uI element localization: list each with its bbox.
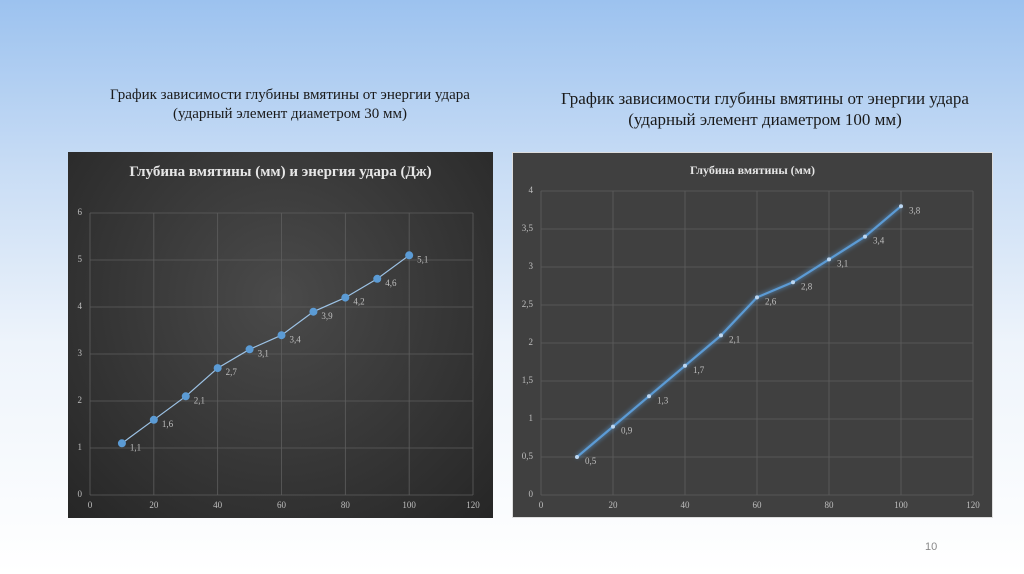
series-line <box>121 254 410 444</box>
chart: Глубина вмятины (мм) и энергия удара (Дж… <box>68 152 493 518</box>
data-label: 2,1 <box>729 334 740 344</box>
series-line <box>576 205 902 458</box>
data-label: 1,7 <box>693 365 705 375</box>
data-label: 3,9 <box>321 311 333 321</box>
caption: График зависимости глубины вмятины от эн… <box>561 89 969 129</box>
marker <box>899 204 903 209</box>
x-tick-label: 20 <box>609 500 619 510</box>
data-label: 2,7 <box>226 367 238 377</box>
y-tick-label: 1 <box>529 413 534 423</box>
data-label: 3,1 <box>837 258 848 268</box>
y-tick-label: 2 <box>78 395 83 405</box>
x-tick-label: 0 <box>88 500 93 510</box>
x-tick-label: 60 <box>753 500 763 510</box>
marker <box>575 455 579 459</box>
marker <box>719 333 723 338</box>
chart: Глубина вмятины (мм) 0 0,5 1 1,5 2 2,5 3 3,5 4 0 2… <box>512 152 993 518</box>
marker <box>683 363 687 368</box>
y-tick-label: 5 <box>78 254 83 264</box>
y-tick-label: 1,5 <box>522 375 534 385</box>
data-label: 1,1 <box>130 442 141 452</box>
marker <box>245 345 254 354</box>
x-tick-label: 80 <box>825 500 835 510</box>
x-tick-label: 40 <box>681 500 691 510</box>
data-label: 4,2 <box>353 297 364 307</box>
x-tick-label: 100 <box>402 500 416 510</box>
x-tick-label: 40 <box>213 500 223 510</box>
marker <box>149 415 158 424</box>
data-label: 3,4 <box>290 334 302 344</box>
y-tick-label: 4 <box>78 301 83 311</box>
caption: График зависимости глубины вмятины от эн… <box>110 87 470 122</box>
x-tick-label: 20 <box>149 500 159 510</box>
marker <box>373 274 382 283</box>
x-tick-label: 100 <box>894 500 908 510</box>
y-tick-label: 2 <box>529 337 534 347</box>
data-label: 5,1 <box>417 254 428 264</box>
data-label: 2,8 <box>801 281 813 291</box>
data-label: 2,6 <box>765 296 777 306</box>
data-label: 2,1 <box>194 395 205 405</box>
marker <box>405 251 414 260</box>
marker <box>341 293 350 302</box>
marker <box>213 364 222 373</box>
y-tick-label: 1 <box>78 442 83 452</box>
data-label: 1,6 <box>162 419 174 429</box>
y-tick-label: 4 <box>529 185 534 195</box>
marker <box>827 257 831 262</box>
chart-title: Глубина вмятины (мм) и энергия удара (Дж… <box>129 164 432 180</box>
marker <box>611 424 615 429</box>
x-tick-label: 120 <box>466 500 480 510</box>
x-tick-label: 80 <box>341 500 351 510</box>
y-tick-label: 0,5 <box>522 451 534 461</box>
x-tick-label: 60 <box>277 500 287 510</box>
x-tick-label: 120 <box>966 500 980 510</box>
marker <box>309 307 318 316</box>
marker <box>755 295 759 300</box>
data-label: 3,4 <box>873 236 885 246</box>
marker <box>791 280 795 285</box>
data-label: 1,3 <box>657 395 669 405</box>
y-tick-label: 3 <box>78 348 83 358</box>
marker <box>181 392 190 401</box>
y-tick-label: 3 <box>529 261 534 271</box>
data-label: 3,8 <box>909 205 921 215</box>
y-tick-label: 2,5 <box>522 299 534 309</box>
data-label: 3,1 <box>258 348 269 358</box>
marker <box>863 234 867 239</box>
y-tick-label: 6 <box>78 207 83 217</box>
chart-title: Глубина вмятины (мм) <box>689 163 816 177</box>
page-number: 10 <box>925 541 938 553</box>
marker <box>117 439 126 448</box>
x-tick-label: 0 <box>539 500 544 510</box>
y-tick-label: 0 <box>529 489 534 499</box>
y-tick-label: 0 <box>78 489 83 499</box>
data-label: 4,6 <box>385 278 397 288</box>
data-label: 0,5 <box>585 456 597 466</box>
y-tick-label: 3,5 <box>522 223 534 233</box>
data-label: 0,9 <box>621 426 633 436</box>
marker <box>277 331 286 340</box>
marker <box>647 394 651 399</box>
plot: 00,511,522,533,540 20 40 60 80 100 1200,50,91,… <box>522 185 981 510</box>
